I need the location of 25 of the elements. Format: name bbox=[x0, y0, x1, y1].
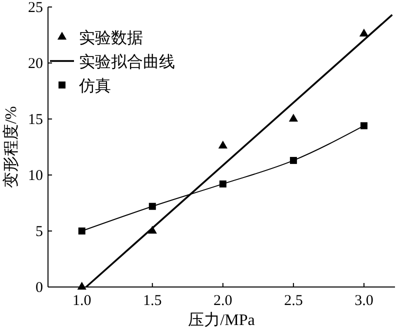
legend-label: 仿真 bbox=[78, 77, 111, 95]
y-tick-label: 20 bbox=[28, 56, 43, 72]
x-tick-label: 1.0 bbox=[72, 293, 92, 309]
point bbox=[360, 122, 368, 130]
point bbox=[77, 282, 86, 290]
x-tick-label: 1.5 bbox=[143, 293, 162, 309]
point bbox=[148, 202, 156, 210]
x-tick-label: 2.5 bbox=[284, 293, 303, 309]
point bbox=[288, 114, 298, 122]
point bbox=[78, 228, 86, 234]
y-tick-label: 15 bbox=[28, 112, 43, 128]
point bbox=[359, 28, 369, 37]
x-tick-label: 2.0 bbox=[214, 293, 232, 309]
x-axis-title: 压力/MPa bbox=[188, 311, 255, 329]
y-axis-title: 变形程度/% bbox=[2, 106, 20, 188]
y-tick-label: 25 bbox=[28, 0, 43, 16]
point bbox=[218, 140, 228, 149]
legend-label: 实验拟合曲线 bbox=[79, 53, 175, 71]
point bbox=[290, 156, 297, 164]
point bbox=[219, 180, 226, 188]
legend-label: 实验数据 bbox=[79, 29, 143, 47]
x-tick-label: 3.0 bbox=[354, 293, 374, 309]
y-tick-label: 0 bbox=[36, 280, 43, 296]
y-tick-label: 5 bbox=[36, 224, 43, 240]
y-tick-label: 10 bbox=[28, 168, 43, 184]
